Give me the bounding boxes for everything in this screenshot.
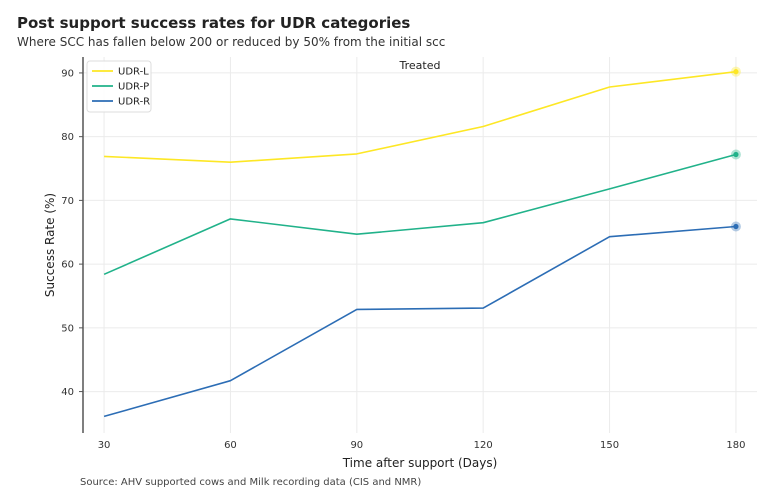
chart-subtitle: Where SCC has fallen below 200 or reduce… [17,35,446,49]
x-tick-label: 90 [350,440,363,451]
y-tick-label: 70 [61,196,74,207]
chart-title: Post support success rates for UDR categ… [17,14,411,32]
x-tick-label: 150 [600,440,619,451]
legend-box [86,60,152,113]
end-marker-udr-r [733,223,739,230]
series-line-udr-r [103,225,736,418]
end-marker-udr-p [733,151,739,158]
x-tick-label: 180 [726,440,745,451]
source-note: Source: AHV supported cows and Milk reco… [80,477,422,488]
series-line-udr-p [103,153,737,276]
series-line-udr-l [104,70,736,163]
y-tick-label: 90 [61,68,74,79]
y-tick-label: 80 [61,132,74,143]
series-lines [103,66,741,418]
axes: 30 60 90 120 150 180 40 50 60 70 80 90 [61,57,745,451]
panel-label: Treated [399,59,441,72]
y-tick-label: 40 [61,387,74,398]
x-axis-label: Time after support (Days) [342,456,498,470]
y-tick-label: 60 [61,260,74,271]
y-axis-label: Success Rate (%) [43,193,57,297]
legend: UDR-L UDR-P UDR-R [86,60,152,113]
legend-label-udr-r: UDR-R [118,97,150,108]
grid-lines [83,57,757,433]
y-tick-label: 50 [61,323,74,334]
x-tick-label: 30 [98,440,111,451]
x-tick-label: 60 [224,440,237,451]
legend-label-udr-p: UDR-P [118,82,149,93]
x-tick-label: 120 [474,440,493,451]
legend-label-udr-l: UDR-L [118,67,149,78]
end-marker-udr-l [733,69,739,75]
